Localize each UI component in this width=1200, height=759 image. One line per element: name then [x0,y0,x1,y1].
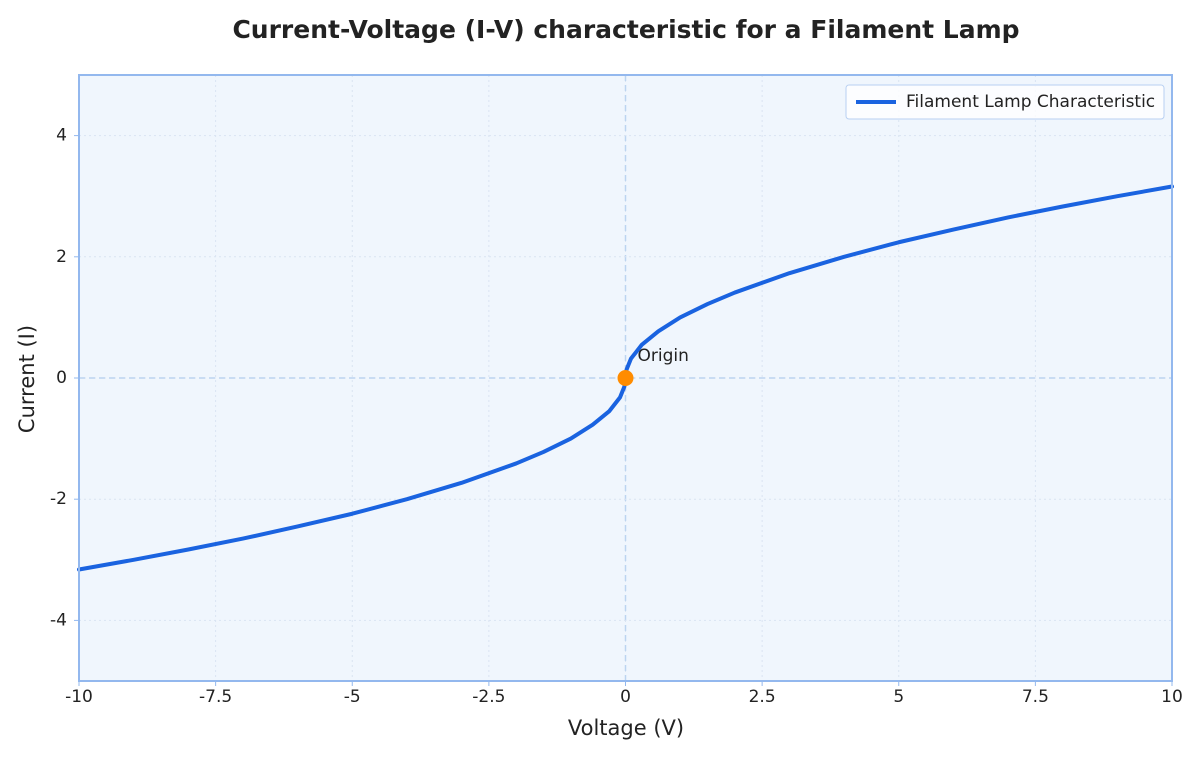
y-tick-label: -2 [50,489,67,509]
x-tick-label: -7.5 [199,687,232,707]
legend-label: Filament Lamp Characteristic [906,92,1155,112]
y-tick-label: 2 [56,247,67,267]
plot-frame [78,74,1173,682]
x-tick-label: -5 [344,687,361,707]
x-tick-label: 7.5 [1022,687,1049,707]
x-axis-label: Voltage (V) [568,716,684,740]
x-tick-label: 0 [620,687,631,707]
x-tick-label: 2.5 [749,687,776,707]
y-tick-label: -4 [50,610,67,630]
y-tick-label: 0 [56,368,67,388]
x-tick-label: 10 [1161,687,1183,707]
y-axis-label: Current (I) [15,325,39,433]
legend-box [845,84,1165,120]
annotation: Origin [638,346,689,366]
chart-title: Current-Voltage (I-V) characteristic for… [232,15,1019,44]
y-tick-label: 4 [56,126,67,146]
x-tick-label: -2.5 [472,687,505,707]
x-tick-label: 5 [893,687,904,707]
origin-marker [617,370,634,386]
x-tick-label: -10 [65,687,93,707]
